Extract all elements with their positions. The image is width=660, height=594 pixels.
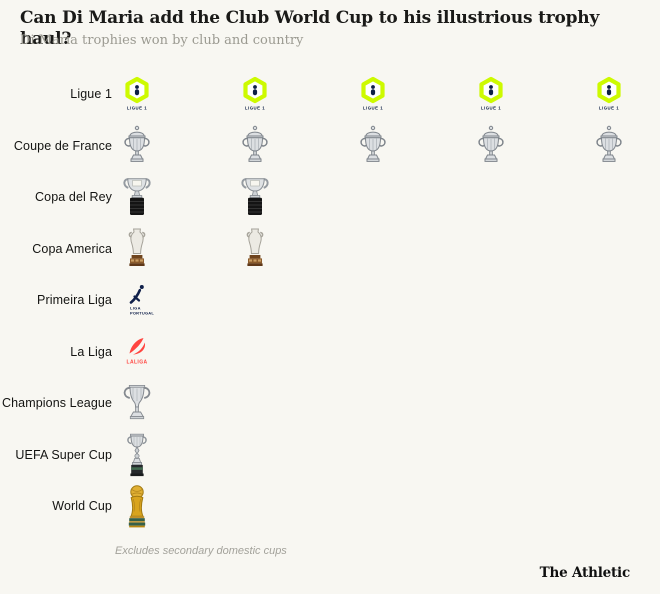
coupe-de-france-trophy bbox=[473, 125, 509, 167]
copa-del-rey-trophy bbox=[120, 174, 154, 220]
champions-league-trophy-icon bbox=[123, 385, 151, 420]
trophy-row-uefa-super-cup: UEFA Super Cup bbox=[0, 429, 660, 481]
chart-title: Can Di Maria add the Club World Cup to h… bbox=[20, 8, 600, 50]
row-label: La Liga bbox=[70, 344, 112, 359]
coupe-de-france-trophy bbox=[237, 125, 273, 167]
world-cup-trophy-icon bbox=[128, 485, 146, 528]
copa-america-trophy-icon bbox=[128, 228, 146, 266]
row-label: Champions League bbox=[1, 396, 112, 410]
uefa-super-cup-trophy bbox=[121, 431, 153, 479]
world-cup-trophy bbox=[122, 483, 152, 529]
coupe-de-france-trophy-icon bbox=[596, 125, 622, 162]
ligue1-badge: LIGUE 1 bbox=[238, 76, 272, 112]
laliga-badge-icon: LALIGA bbox=[126, 337, 147, 365]
chart-footnote: Excludes secondary domestic cups bbox=[115, 545, 287, 557]
svg-text:LALIGA: LALIGA bbox=[126, 359, 147, 365]
copa-del-rey-trophy-icon bbox=[123, 178, 151, 215]
copa-america-trophy bbox=[239, 226, 271, 272]
ligue1-badge-icon: LIGUE 1 bbox=[597, 76, 621, 111]
copa-del-rey-trophy bbox=[238, 174, 272, 220]
trophy-row-copa-america: Copa America bbox=[0, 223, 660, 275]
ligue1-badge-icon: LIGUE 1 bbox=[125, 76, 149, 111]
row-label: Copa America bbox=[32, 241, 112, 256]
copa-america-trophy-icon bbox=[246, 228, 264, 266]
svg-text:LIGUE 1: LIGUE 1 bbox=[127, 106, 147, 111]
the-athletic-logo: The Athletic bbox=[539, 565, 631, 581]
chart-subtitle: Di Maria trophies won by club and countr… bbox=[20, 33, 304, 48]
trophy-grid: Ligue 1 LIGUE 1 LIGUE 1 LIGUE 1 LIGUE 1 … bbox=[0, 68, 660, 532]
trophy-row-champions-league: Champions League bbox=[0, 377, 660, 429]
svg-text:LIGUE 1: LIGUE 1 bbox=[481, 106, 501, 111]
trophy-row-coupe-de-france: Coupe de France bbox=[0, 120, 660, 172]
ligue1-badge: LIGUE 1 bbox=[474, 76, 508, 112]
coupe-de-france-trophy-icon bbox=[359, 125, 386, 162]
trophy-row-copa-del-rey: Copa del Rey bbox=[0, 171, 660, 223]
coupe-de-france-trophy bbox=[355, 125, 391, 167]
copa-america-trophy bbox=[121, 226, 153, 272]
ligue1-badge: LIGUE 1 bbox=[120, 76, 154, 112]
trophy-row-primeira-liga: Primeira Liga LIGA PORTUGAL bbox=[0, 274, 660, 326]
svg-text:LIGA: LIGA bbox=[130, 306, 141, 311]
ligue1-badge-icon: LIGUE 1 bbox=[243, 76, 267, 111]
ligue1-badge-icon: LIGUE 1 bbox=[360, 76, 385, 111]
svg-text:LIGUE 1: LIGUE 1 bbox=[362, 106, 382, 111]
coupe-de-france-trophy-icon bbox=[242, 125, 268, 162]
svg-text:LIGUE 1: LIGUE 1 bbox=[599, 106, 619, 111]
coupe-de-france-trophy bbox=[591, 125, 627, 167]
row-label: UEFA Super Cup bbox=[15, 447, 112, 462]
row-label: World Cup bbox=[52, 499, 112, 513]
primeira-liga-badge-icon: LIGA PORTUGAL bbox=[129, 285, 154, 316]
coupe-de-france-trophy-icon bbox=[478, 125, 504, 162]
laliga-badge: LALIGA bbox=[119, 333, 155, 371]
primeira-liga-badge: LIGA PORTUGAL bbox=[119, 281, 155, 319]
trophy-row-ligue-1: Ligue 1 LIGUE 1 LIGUE 1 LIGUE 1 LIGUE 1 … bbox=[0, 68, 660, 120]
copa-del-rey-trophy-icon bbox=[241, 178, 269, 215]
ligue1-badge: LIGUE 1 bbox=[356, 76, 390, 112]
ligue1-badge-icon: LIGUE 1 bbox=[479, 76, 503, 111]
champions-league-trophy bbox=[118, 382, 156, 424]
svg-text:LIGUE 1: LIGUE 1 bbox=[245, 106, 265, 111]
uefa-super-cup-trophy-icon bbox=[127, 433, 147, 476]
coupe-de-france-trophy-icon bbox=[124, 125, 150, 162]
svg-text:PORTUGAL: PORTUGAL bbox=[130, 311, 154, 316]
coupe-de-france-trophy bbox=[119, 125, 155, 167]
row-label: Coupe de France bbox=[13, 138, 112, 153]
trophy-row-world-cup: World Cup bbox=[0, 480, 660, 532]
row-label: Primeira Liga bbox=[37, 293, 112, 307]
trophy-row-la-liga: La Liga LALIGA bbox=[0, 326, 660, 378]
row-label: Copa del Rey bbox=[35, 190, 112, 204]
row-label: Ligue 1 bbox=[70, 87, 112, 101]
ligue1-badge: LIGUE 1 bbox=[592, 76, 626, 112]
